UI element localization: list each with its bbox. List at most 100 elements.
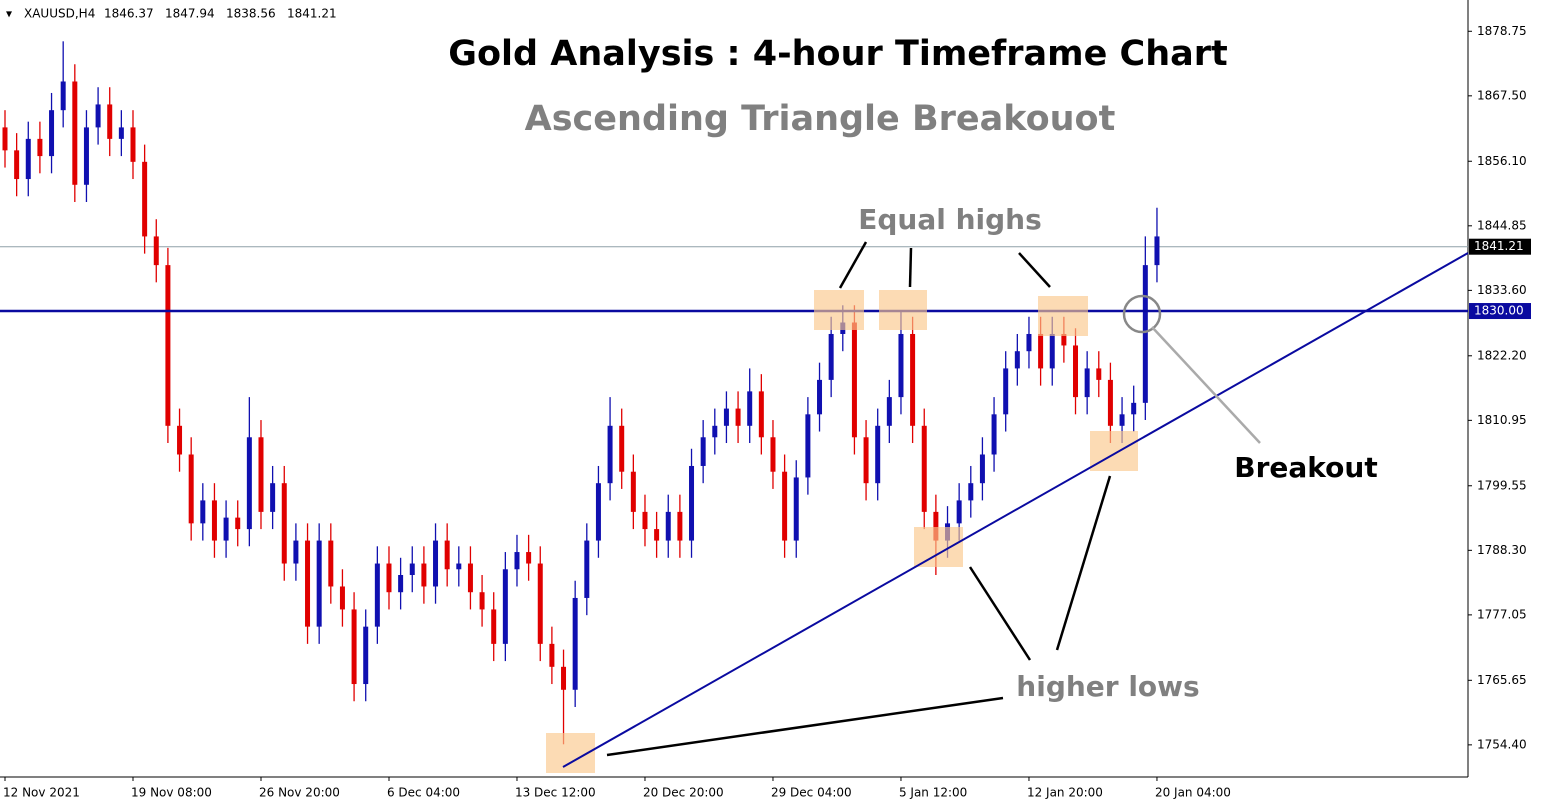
chart-subtitle: Ascending Triangle Breakouot — [525, 99, 1116, 139]
candle-body — [712, 425, 718, 438]
candle-body — [526, 552, 532, 564]
candle-body — [305, 540, 311, 627]
candle-body — [60, 81, 66, 111]
y-tick-label: 1799.55 — [1477, 478, 1527, 492]
highlight-box — [1038, 296, 1088, 336]
candle-body — [95, 104, 101, 128]
header-ohlc: 1847.94 — [165, 7, 215, 21]
candle-body — [770, 437, 776, 472]
candle-body — [677, 511, 683, 541]
current-price-label: 1841.21 — [1474, 239, 1524, 253]
candle-body — [223, 517, 229, 541]
candle-body — [1014, 351, 1020, 369]
candle-body — [270, 483, 276, 512]
candle-body — [2, 127, 8, 151]
y-tick-label: 1867.50 — [1477, 88, 1527, 102]
symbol: XAUUSD,H4 — [24, 7, 95, 21]
candle-body — [747, 391, 753, 426]
annotation: higher lows — [1016, 670, 1199, 703]
candle-body — [991, 414, 997, 455]
y-tick-label: 1844.85 — [1477, 218, 1527, 232]
x-tick-label: 26 Nov 20:00 — [259, 786, 340, 800]
x-tick-label: 12 Nov 2021 — [3, 786, 80, 800]
x-tick-label: 20 Jan 04:00 — [1155, 786, 1231, 800]
level-label: 1830.00 — [1474, 304, 1524, 318]
candle-body — [316, 540, 322, 627]
highlight-boxes — [546, 290, 1138, 773]
candle-body — [933, 511, 939, 541]
candle-body — [83, 127, 89, 185]
candle-body — [968, 483, 974, 501]
candle-body — [1131, 402, 1137, 415]
highlight-box — [914, 527, 963, 567]
x-tick-label: 13 Dec 12:00 — [515, 786, 596, 800]
candle-body — [607, 425, 613, 484]
candle-body — [118, 127, 124, 139]
candle-body — [689, 465, 695, 541]
candle-body — [281, 483, 287, 564]
candle-body — [898, 333, 904, 398]
header-ohlc: 1841.21 — [287, 7, 337, 21]
candle-body — [851, 322, 857, 438]
candle-body — [735, 408, 741, 426]
candle-body — [200, 500, 206, 524]
header-ohlc: 1838.56 — [226, 7, 276, 21]
candle-body — [537, 563, 543, 644]
candle-body — [246, 437, 252, 530]
candle-body — [956, 500, 962, 524]
candle-body — [979, 454, 985, 484]
candle-body — [235, 517, 241, 530]
candle-body — [1038, 333, 1044, 369]
highlight-box — [879, 290, 927, 330]
x-tick-label: 20 Dec 20:00 — [643, 786, 724, 800]
candle-body — [351, 609, 357, 685]
annotation: Breakout — [1234, 451, 1377, 484]
collapse-icon: ▾ — [6, 7, 12, 21]
highlight-box — [814, 290, 864, 330]
candle-body — [514, 552, 520, 570]
candle-body — [630, 471, 636, 512]
candle-body — [363, 626, 369, 685]
candle-body — [793, 477, 799, 541]
candle-body — [619, 425, 625, 472]
candle-body — [1096, 368, 1102, 380]
candle-body — [817, 379, 823, 415]
candle-body — [49, 110, 55, 157]
candle-body — [14, 150, 20, 180]
header-ohlc: 1846.37 — [104, 7, 154, 21]
x-tick-label: 5 Jan 12:00 — [899, 786, 967, 800]
candle-body — [409, 563, 415, 576]
pointer-lines — [606, 241, 1112, 757]
level-box — [1469, 303, 1531, 320]
x-tick-label: 6 Dec 04:00 — [387, 786, 460, 800]
y-tick-label: 1822.20 — [1477, 348, 1527, 362]
candle-body — [1061, 333, 1067, 346]
candle-body — [72, 81, 78, 185]
y-tick-label: 1788.30 — [1477, 543, 1527, 557]
candle-body — [328, 540, 334, 587]
candle-body — [875, 425, 881, 484]
candle-body — [1084, 368, 1090, 398]
breakout-circle — [1122, 294, 1162, 334]
candle-body — [758, 391, 764, 438]
pointer — [606, 696, 1004, 757]
x-tick-label: 29 Dec 04:00 — [771, 786, 852, 800]
candle-body — [502, 569, 508, 644]
candle-body — [1003, 368, 1009, 415]
candle-body — [479, 592, 485, 610]
candle-body — [886, 397, 892, 426]
highlight-box — [1090, 431, 1138, 471]
candle-body — [1026, 333, 1032, 352]
candle-body — [1073, 345, 1079, 398]
candle-body — [258, 437, 264, 512]
candle-body — [37, 138, 43, 157]
candle-body — [374, 563, 380, 627]
candle-body — [177, 425, 183, 455]
candle-body — [665, 511, 671, 541]
candle-body — [456, 563, 462, 570]
candle-body — [595, 483, 601, 541]
candle-body — [805, 414, 811, 478]
candle-body — [1049, 333, 1055, 369]
candle-body — [572, 597, 578, 690]
